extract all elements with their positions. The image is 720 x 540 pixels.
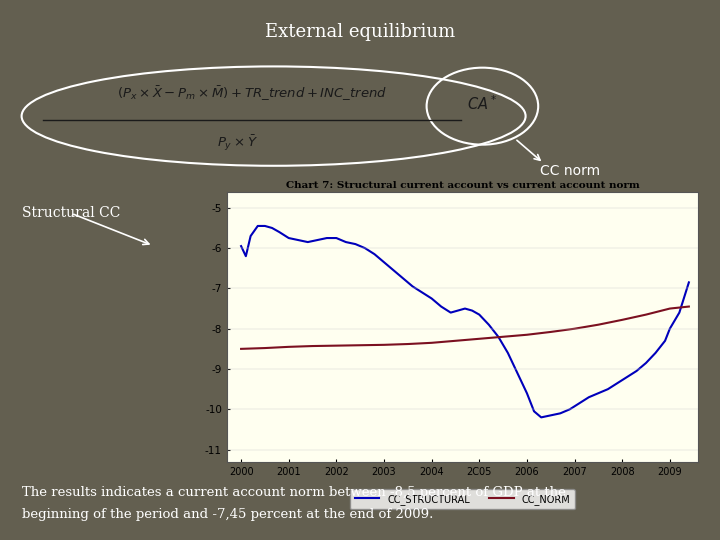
Text: External equilibrium: External equilibrium: [265, 23, 455, 41]
Text: The results indicates a current account norm between -8,5 percent of GDP at the: The results indicates a current account …: [22, 486, 565, 499]
Text: $CA^*$: $CA^*$: [467, 94, 498, 113]
Text: $(P_x \times \bar{X} - P_m \times \bar{M}) + TR\_trend + INC\_trend$: $(P_x \times \bar{X} - P_m \times \bar{M…: [117, 84, 387, 103]
Legend: CC_STRUCTURAL, CC_NORM: CC_STRUCTURAL, CC_NORM: [350, 489, 575, 509]
Text: $P_y \times \bar{Y}$: $P_y \times \bar{Y}$: [217, 133, 258, 153]
Text: beginning of the period and -7,45 percent at the end of 2009.: beginning of the period and -7,45 percen…: [22, 508, 433, 521]
Text: Structural CC: Structural CC: [22, 206, 120, 220]
Text: CC norm: CC norm: [540, 164, 600, 178]
Title: Chart 7: Structural current account vs current account norm: Chart 7: Structural current account vs c…: [286, 180, 639, 190]
